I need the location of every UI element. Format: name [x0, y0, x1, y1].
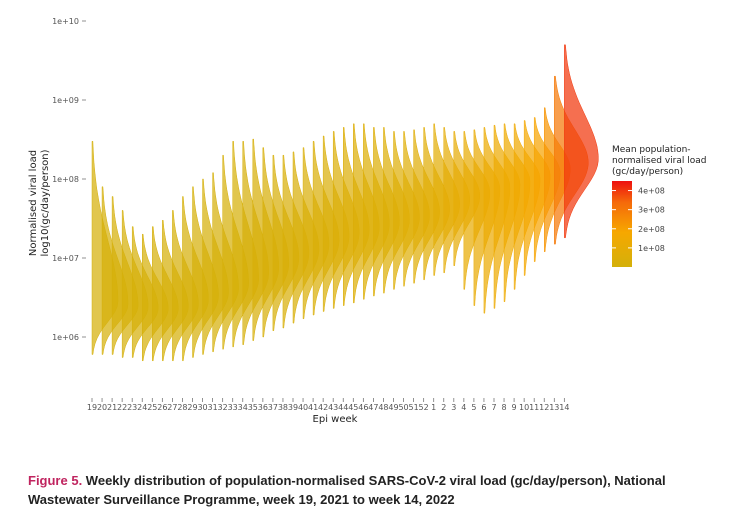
- x-tick-label: 36: [258, 403, 268, 412]
- y-axis: 1e+06 1e+07 1e+08 1e+09 1e+10: [52, 17, 86, 342]
- x-tick-label: 33: [228, 403, 238, 412]
- x-tick-label: 8: [502, 403, 507, 412]
- x-tick-label: 3: [451, 403, 456, 412]
- x-tick-label: 29: [187, 403, 197, 412]
- legend-ticks: 4e+08 3e+08 2e+08 1e+08: [612, 187, 665, 253]
- x-tick-label: 47: [368, 403, 378, 412]
- legend-colorbar: [612, 181, 632, 267]
- x-tick-label: 32: [218, 403, 228, 412]
- y-tick-label: 1e+10: [52, 17, 79, 26]
- x-tick-label: 46: [358, 403, 368, 412]
- x-tick-label: 38: [278, 403, 288, 412]
- x-tick-label: 1: [431, 403, 436, 412]
- violin-series: [91, 44, 599, 362]
- x-tick-label: 43: [328, 403, 338, 412]
- x-tick-label: 13: [549, 403, 559, 412]
- x-tick-label: 4: [461, 403, 466, 412]
- x-tick-label: 22: [117, 403, 127, 412]
- x-tick-label: 24: [137, 403, 147, 412]
- y-axis-title-line1: Normalised viral load: [28, 150, 39, 256]
- x-tick-label: 31: [208, 403, 218, 412]
- y-axis-title: Normalised viral load log10(gc/day/perso…: [28, 149, 51, 256]
- y-tick-label: 1e+09: [52, 96, 79, 105]
- x-tick-label: 30: [197, 403, 207, 412]
- x-tick-label: 42: [318, 403, 328, 412]
- legend-title-line1: Mean population-: [612, 145, 691, 155]
- x-tick-label: 41: [308, 403, 318, 412]
- x-tick-label: 7: [491, 403, 496, 412]
- color-legend: Mean population- normalised viral load (…: [612, 145, 706, 267]
- x-tick-label: 37: [268, 403, 278, 412]
- figure-caption-text: Weekly distribution of population-normal…: [28, 473, 666, 507]
- x-axis-title: Epi week: [313, 414, 358, 425]
- x-tick-label: 35: [248, 403, 258, 412]
- figure-caption: Figure 5. Weekly distribution of populat…: [28, 471, 718, 509]
- figure-label: Figure 5.: [28, 473, 83, 488]
- x-tick-label: 12: [539, 403, 549, 412]
- x-tick-label: 39: [288, 403, 298, 412]
- x-tick-label: 25: [147, 403, 157, 412]
- x-tick-label: 5: [471, 403, 476, 412]
- legend-label: 3e+08: [638, 206, 665, 215]
- x-tick-label: 23: [127, 403, 137, 412]
- y-tick-label: 1e+06: [52, 333, 79, 342]
- x-tick-label: 52: [419, 403, 429, 412]
- x-tick-label: 2: [441, 403, 446, 412]
- x-tick-label: 44: [338, 403, 348, 412]
- x-tick-label: 45: [348, 403, 358, 412]
- legend-label: 2e+08: [638, 225, 665, 234]
- y-tick-label: 1e+08: [52, 175, 79, 184]
- x-tick-label: 14: [559, 403, 569, 412]
- x-tick-label: 26: [157, 403, 167, 412]
- legend-label: 1e+08: [638, 244, 665, 253]
- x-tick-label: 9: [512, 403, 517, 412]
- x-tick-label: 10: [519, 403, 529, 412]
- y-tick-label: 1e+07: [52, 254, 79, 263]
- x-tick-label: 50: [398, 403, 408, 412]
- x-tick-label: 51: [409, 403, 419, 412]
- x-tick-label: 19: [87, 403, 97, 412]
- legend-title-line3: (gc/day/person): [612, 167, 683, 177]
- x-tick-label: 11: [529, 403, 539, 412]
- y-axis-title-line2: log10(gc/day/person): [40, 149, 51, 256]
- legend-title-line2: normalised viral load: [612, 156, 706, 166]
- legend-label: 4e+08: [638, 187, 665, 196]
- x-axis: 19 20 21 22 23 24 25 26 27 28 29 30 31 32 33 34 35 36 37 38…: [87, 398, 569, 412]
- x-tick-label: 40: [298, 403, 308, 412]
- x-tick-label: 21: [107, 403, 117, 412]
- x-tick-label: 20: [97, 403, 107, 412]
- x-tick-label: 28: [177, 403, 187, 412]
- x-tick-label: 48: [378, 403, 388, 412]
- x-tick-label: 27: [167, 403, 177, 412]
- x-tick-label: 49: [388, 403, 398, 412]
- x-tick-label: 34: [238, 403, 248, 412]
- violin-week-14: [564, 44, 599, 239]
- x-tick-label: 6: [481, 403, 486, 412]
